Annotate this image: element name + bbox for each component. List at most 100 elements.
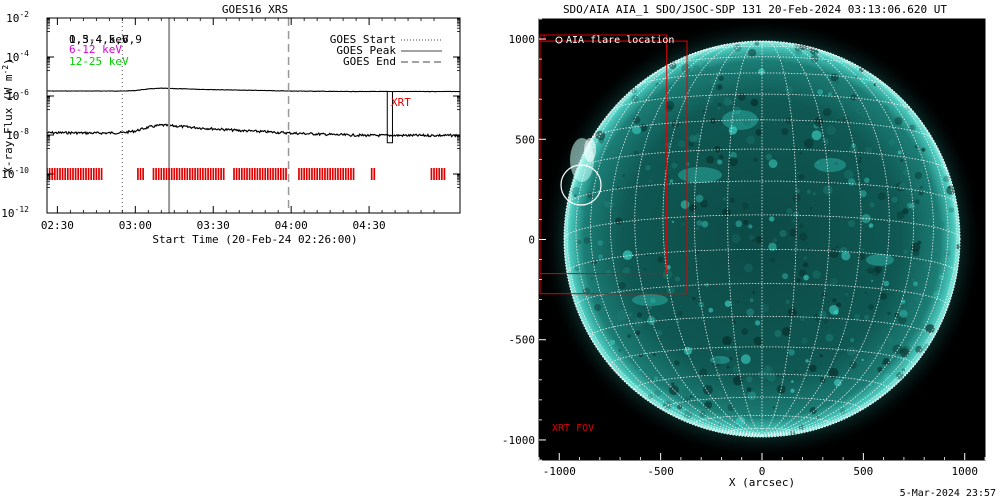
disk-speckle	[850, 338, 855, 343]
disk-speckle	[829, 278, 838, 286]
disk-speckle	[755, 320, 761, 326]
disk-speckle	[873, 365, 878, 370]
disk-speckle	[836, 302, 842, 308]
disk-speckle	[906, 202, 913, 209]
disk-speckle	[689, 135, 697, 143]
longitude-line	[761, 41, 797, 436]
disk-speckle	[695, 194, 704, 203]
disk-speckle	[795, 188, 800, 194]
flare-location-legend-symbol	[555, 36, 563, 44]
disk-speckle	[851, 143, 856, 148]
disk-speckle	[758, 370, 768, 380]
disk-speckle	[881, 362, 884, 365]
disk-speckle	[899, 309, 908, 318]
disk-speckle	[633, 317, 643, 327]
disk-speckle	[788, 349, 795, 356]
disk-speckle	[826, 401, 831, 406]
disk-speckle	[843, 169, 854, 180]
goes-x-axis-label: Start Time (20-Feb-24 02:26:00)	[152, 233, 357, 246]
disk-speckle	[774, 330, 782, 337]
disk-speckle	[834, 378, 842, 387]
disk-speckle	[864, 291, 867, 294]
disk-speckle	[753, 157, 759, 163]
disk-speckle	[616, 310, 627, 321]
disk-speckle	[838, 86, 842, 90]
disk-speckle	[798, 269, 807, 277]
disk-speckle	[897, 315, 907, 325]
disk-speckle	[776, 384, 786, 394]
disk-speckle	[792, 211, 800, 218]
aia-plot-title: SDO/AIA AIA_1 SDO/JSOC-SDP 131 20-Feb-20…	[563, 3, 947, 16]
disk-speckle	[677, 404, 683, 410]
disk-speckle	[724, 300, 732, 308]
aia-xtick-label: 500	[853, 465, 873, 478]
disk-speckle	[648, 377, 655, 384]
disk-speckle	[830, 73, 839, 82]
disk-speckle	[915, 345, 923, 353]
disk-speckle	[798, 174, 805, 180]
disk-speckle	[590, 277, 593, 280]
disk-speckle	[689, 87, 692, 91]
disk-speckle	[591, 259, 597, 265]
disk-speckle	[807, 51, 812, 56]
disk-speckle	[791, 218, 796, 223]
disk-speckle	[841, 251, 851, 261]
disk-speckle	[828, 315, 831, 319]
longitude-line	[575, 52, 763, 436]
disk-speckle	[696, 220, 703, 227]
disk-speckle	[622, 174, 625, 177]
disk-speckle	[657, 256, 664, 263]
disk-speckle	[882, 105, 889, 112]
disk-speckle	[786, 208, 793, 215]
goes-y-axis-label: X-ray Flux (W m-2)	[1, 58, 15, 174]
longitude-line	[761, 52, 949, 436]
disk-speckle	[818, 310, 827, 319]
disk-speckle	[903, 249, 908, 255]
disk-speckle	[943, 175, 950, 183]
disk-speckle	[866, 267, 874, 274]
goes-plot-frame	[46, 17, 461, 214]
disk-speckle	[692, 296, 696, 301]
disk-speckle	[649, 179, 652, 183]
disk-speckle	[728, 126, 738, 135]
disk-speckle	[779, 229, 787, 238]
disk-speckle	[677, 140, 686, 149]
disk-speckle	[746, 387, 752, 393]
disk-speckle	[874, 265, 882, 274]
disk-speckle	[803, 138, 814, 149]
goes-xrs-plot: GOES16 XRS 10-2 10-4 10-6 10-8 10-10 10-12 02…	[1, 3, 461, 246]
heliographic-grid	[564, 41, 960, 436]
disk-speckle	[796, 172, 799, 175]
disk-speckle	[909, 203, 915, 209]
disk-speckle	[736, 300, 740, 303]
disk-speckle	[674, 360, 680, 366]
latitude-line	[566, 180, 958, 204]
xrt-coverage-bars	[47, 168, 446, 180]
disk-speckle	[772, 406, 775, 409]
disk-speckle	[749, 235, 754, 241]
disk-speckle	[898, 182, 906, 190]
disk-speckle	[740, 354, 751, 365]
disk-speckle	[722, 336, 732, 346]
disk-speckle	[790, 388, 795, 393]
disk-speckle	[711, 357, 722, 367]
disk-speckle	[769, 216, 775, 222]
disk-speckle	[665, 100, 675, 110]
disk-speckle	[817, 89, 823, 95]
goes-channel-label-1: 1,3,4,5,6,9	[69, 33, 142, 46]
longitude-line	[761, 43, 915, 436]
active-region	[814, 158, 846, 172]
disk-speckle	[915, 322, 925, 332]
disk-speckle	[759, 303, 769, 313]
disk-speckle	[754, 41, 760, 46]
aia-image-plot: SDO/AIA AIA_1 SDO/JSOC-SDP 131 20-Feb-20…	[502, 3, 996, 499]
disk-speckle	[594, 304, 602, 311]
aia-flare-location-circle	[560, 164, 602, 206]
disk-speckle	[717, 106, 721, 110]
aia-x-axis-label: X (arcsec)	[729, 476, 795, 489]
disk-speckle	[785, 299, 790, 304]
disk-speckle	[891, 196, 898, 203]
disk-speckle	[839, 408, 846, 414]
disk-speckle	[847, 178, 856, 186]
disk-speckle	[609, 339, 616, 345]
